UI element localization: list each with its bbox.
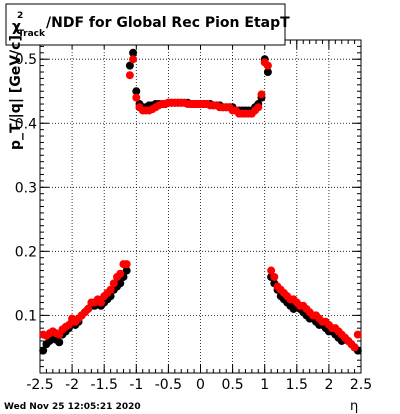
title-chi: χ xyxy=(12,19,21,35)
black-series-point xyxy=(116,279,125,288)
red-series-point xyxy=(267,266,276,275)
red-series-point xyxy=(116,269,125,278)
title-superscript: 2 xyxy=(17,11,23,21)
x-tick-label: -1.5 xyxy=(91,377,118,393)
y-tick-label: 0.1 xyxy=(15,308,37,324)
title-subscript: Track xyxy=(18,29,46,39)
red-series-point xyxy=(106,285,115,294)
title-rest: /NDF for Global Rec Pion EtapT xyxy=(46,15,290,31)
x-tick-label: 0.5 xyxy=(221,377,243,393)
x-tick-label: -2.5 xyxy=(26,377,53,393)
axis-ticks: -2.5 -2 -1.5 -1 -0.5 0 0.5 1 1.5 2 2.5 0.1 0.2 0.3 0.4… xyxy=(15,40,372,393)
x-tick-label: -1 xyxy=(129,377,143,393)
x-tick-label: 2 xyxy=(324,377,333,393)
y-tick-label: 0.5 xyxy=(15,52,37,68)
red-series-point xyxy=(254,103,263,112)
red-series-point xyxy=(125,71,134,80)
red-series-point xyxy=(109,279,118,288)
x-tick-label: 0 xyxy=(196,377,205,393)
y-tick-label: 0.2 xyxy=(15,244,37,260)
x-tick-label: 2.5 xyxy=(350,377,372,393)
red-series-point xyxy=(353,330,362,339)
x-tick-label: -2 xyxy=(65,377,79,393)
black-series-point xyxy=(39,346,48,355)
data-points xyxy=(39,48,362,355)
black-series-point xyxy=(122,266,131,275)
y-tick-label: 0.3 xyxy=(15,180,37,196)
x-tick-label: -0.5 xyxy=(155,377,182,393)
red-series-point xyxy=(122,260,131,269)
red-series-point xyxy=(132,93,141,102)
timestamp: Wed Nov 25 12:05:21 2020 xyxy=(4,402,141,412)
red-series-point xyxy=(64,320,73,329)
red-series-point xyxy=(129,55,138,64)
red-series-point xyxy=(270,272,279,281)
y-tick-label: 0.4 xyxy=(15,116,37,132)
x-tick-label: 1.5 xyxy=(286,377,308,393)
red-series-point xyxy=(350,343,359,352)
black-series-point xyxy=(129,48,138,57)
title-box xyxy=(5,3,286,46)
red-series-point xyxy=(84,304,93,313)
black-series-point xyxy=(55,338,64,347)
x-tick-label: 1 xyxy=(260,377,269,393)
red-series-point xyxy=(257,90,266,99)
y-axis-label: p_T/|q| [GeV/c] xyxy=(8,35,24,150)
black-series-point xyxy=(125,61,134,70)
red-series-point xyxy=(96,298,105,307)
red-series-point xyxy=(263,61,272,70)
black-series-point xyxy=(132,87,141,96)
black-series-point xyxy=(263,68,272,77)
chart-title: χ 2 Track /NDF for Global Rec Pion EtapT xyxy=(5,3,290,46)
x-axis-label: η xyxy=(350,399,358,414)
